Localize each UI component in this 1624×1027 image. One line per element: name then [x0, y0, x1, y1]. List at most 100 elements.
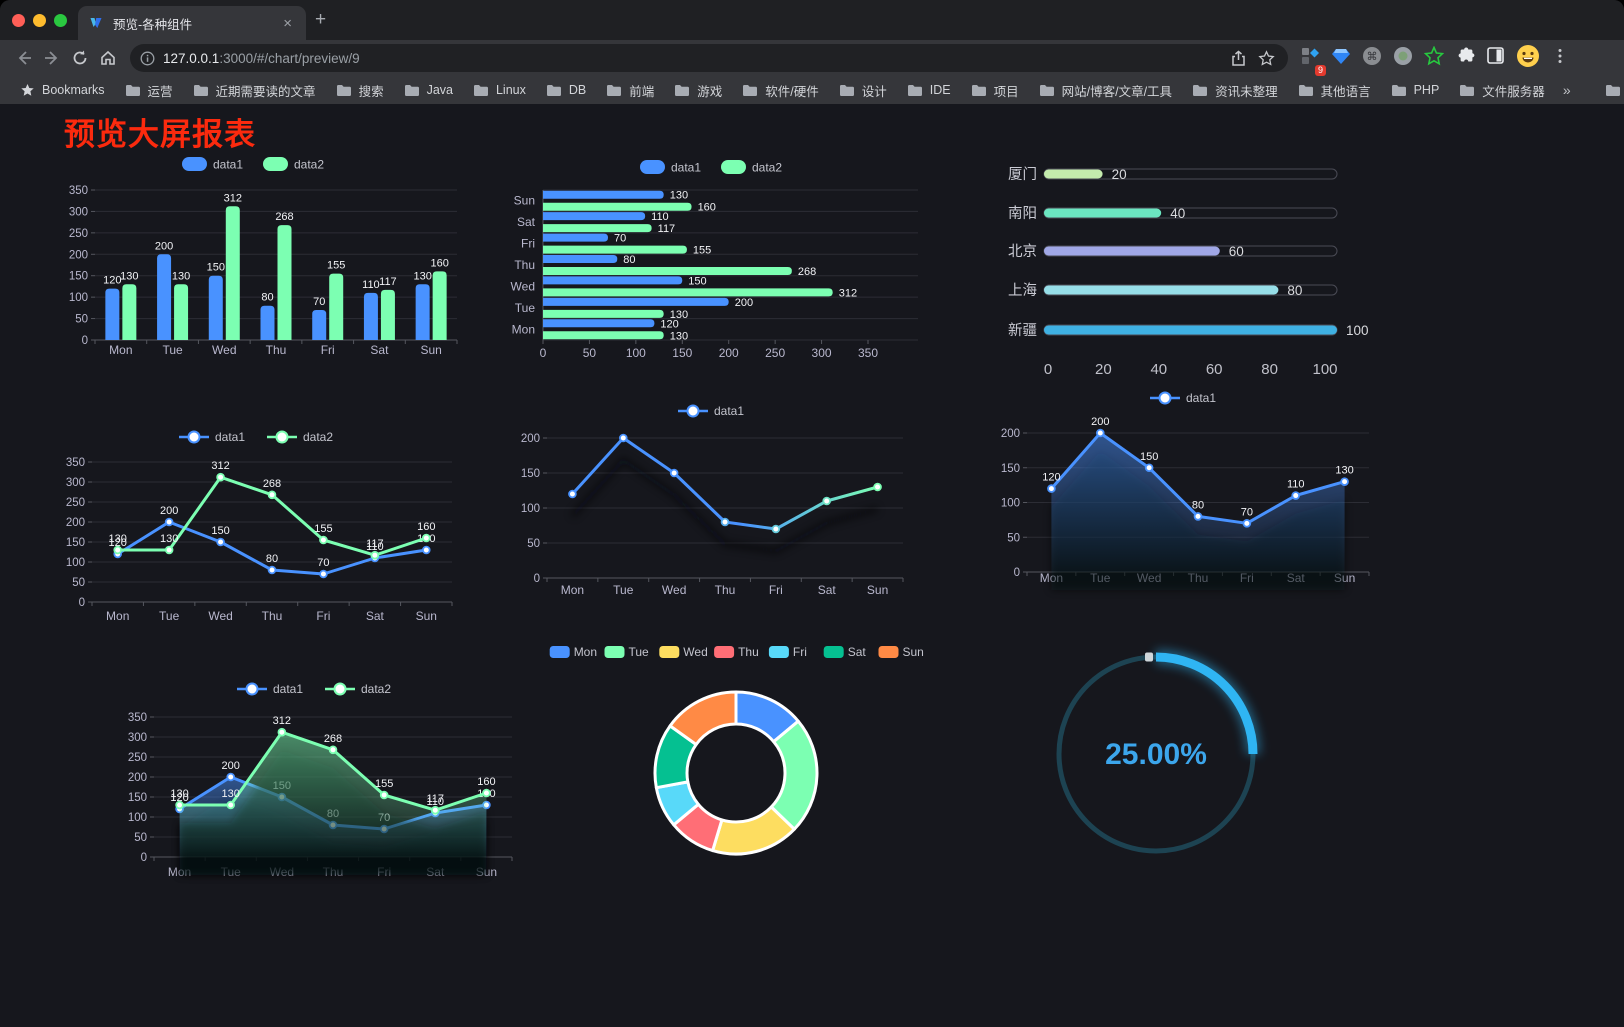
- point-data1-Sun[interactable]: [873, 482, 882, 492]
- bar-data2-Mon[interactable]: [122, 284, 137, 340]
- gauge-chart[interactable]: 25.00%: [1048, 645, 1268, 865]
- point-data2-Thu[interactable]: [267, 490, 277, 500]
- other-bookmarks-item[interactable]: 其他书签: [1597, 78, 1624, 103]
- gradient-line-chart[interactable]: data1 0 50 100 150 200 Mon Tue Wed Thu Fri Sat Sun: [503, 398, 923, 610]
- bar-data1-Fri[interactable]: [312, 310, 327, 340]
- gem-extension-button[interactable]: [1331, 47, 1351, 70]
- point-data1-Sat[interactable]: [1291, 491, 1301, 500]
- point-data1-Wed[interactable]: [669, 468, 679, 478]
- bookmark-folder[interactable]: 近期需要读的文章: [185, 78, 324, 103]
- point-data2-Tue[interactable]: [226, 800, 236, 810]
- legend-item-Sat[interactable]: Sat: [823, 645, 867, 659]
- bookmark-folder[interactable]: DB: [538, 80, 594, 100]
- bookmark-folder[interactable]: PHP: [1383, 80, 1448, 100]
- hbar-data2-Tue[interactable]: [543, 309, 664, 318]
- hbar-data1-Tue[interactable]: [543, 297, 729, 306]
- legend-item-Mon[interactable]: Mon: [549, 645, 597, 659]
- donut-chart[interactable]: Mon Tue Wed Thu Fri Sat Sun: [546, 638, 926, 870]
- hbar-data1-Sat[interactable]: [543, 212, 646, 221]
- point-data2-Sat[interactable]: [370, 550, 380, 560]
- progress-fill-南阳[interactable]: [1044, 208, 1162, 218]
- hbar-data1-Sun[interactable]: [543, 190, 664, 199]
- zoom-window-button[interactable]: [54, 14, 67, 27]
- bar-data2-Fri[interactable]: [329, 273, 344, 340]
- legend-item-Thu[interactable]: Thu: [714, 645, 759, 659]
- progress-fill-新疆[interactable]: [1044, 325, 1337, 335]
- bookmark-folder[interactable]: 项目: [963, 78, 1027, 103]
- legend-item-Sun[interactable]: Sun: [878, 645, 924, 659]
- proxy-extension-button[interactable]: 9: [1300, 46, 1326, 76]
- line-data1[interactable]: [571, 436, 878, 531]
- minimize-window-button[interactable]: [33, 14, 46, 27]
- legend-item-data2[interactable]: data2: [263, 157, 324, 172]
- point-data1-Sat[interactable]: [822, 496, 832, 506]
- horizontal-bar-chart[interactable]: data1 data2 Sun Sat Fri Thu Wed Tue Mon 0 50 100 150…: [503, 152, 923, 367]
- bar-data2-Sun[interactable]: [432, 271, 447, 340]
- bookmark-folder[interactable]: 前端: [598, 78, 662, 103]
- pie-slice-Sun[interactable]: [668, 690, 738, 746]
- hbar-data1-Thu[interactable]: [543, 255, 618, 263]
- point-data1-Fri[interactable]: [1242, 519, 1252, 528]
- bar-data1-Wed[interactable]: [208, 275, 223, 340]
- point-data2-Fri[interactable]: [319, 535, 328, 545]
- bookmark-folder[interactable]: 资讯未整理: [1184, 78, 1286, 103]
- hbar-data2-Sat[interactable]: [543, 224, 652, 233]
- point-data2-Mon[interactable]: [175, 800, 184, 810]
- point-data2-Wed[interactable]: [277, 727, 287, 737]
- site-info-icon[interactable]: [140, 51, 155, 66]
- legend-item-data1[interactable]: data1: [1150, 391, 1216, 405]
- point-data1-Wed[interactable]: [1144, 463, 1154, 473]
- point-data1-Thu[interactable]: [1193, 512, 1203, 521]
- bookmark-folder[interactable]: 设计: [831, 78, 895, 103]
- recorder-extension-button[interactable]: [1393, 46, 1413, 71]
- reading-mode-button[interactable]: [1486, 46, 1505, 70]
- point-data1-Sun[interactable]: [1340, 477, 1349, 486]
- vertical-bar-chart[interactable]: data1 data2 0 50 100 150 200 250 300 350 Mon Tue Wed…: [45, 148, 465, 366]
- legend-item-Wed[interactable]: Wed: [659, 645, 708, 659]
- point-data1-Tue[interactable]: [226, 772, 236, 782]
- point-data2-Wed[interactable]: [216, 472, 225, 482]
- progress-fill-北京[interactable]: [1044, 246, 1220, 256]
- bookmark-folder[interactable]: 搜索: [328, 78, 392, 103]
- hbar-data1-Wed[interactable]: [543, 276, 683, 285]
- dual-line-chart[interactable]: data1 data2 0 50 100 150 200 250 300 350 Mon Tue Wed…: [48, 420, 468, 635]
- point-data1-Tue[interactable]: [164, 517, 174, 527]
- new-tab-button[interactable]: +: [315, 9, 327, 30]
- bar-data2-Thu[interactable]: [277, 225, 292, 340]
- extensions-menu-button[interactable]: [1455, 46, 1475, 71]
- browser-menu-button[interactable]: [1551, 47, 1569, 70]
- point-data1-Wed[interactable]: [216, 537, 225, 547]
- bar-data2-Tue[interactable]: [174, 284, 189, 340]
- bookmark-folder[interactable]: 游戏: [666, 78, 730, 103]
- point-data2-Tue[interactable]: [164, 545, 174, 555]
- point-data1-Tue[interactable]: [1095, 428, 1105, 438]
- progress-fill-上海[interactable]: [1044, 285, 1279, 295]
- legend-item-data1[interactable]: data1: [179, 430, 245, 444]
- bookmark-folder[interactable]: 运营: [117, 78, 181, 103]
- profile-avatar[interactable]: [1516, 44, 1540, 73]
- point-data1-Fri[interactable]: [319, 569, 328, 579]
- reload-button[interactable]: [66, 44, 94, 72]
- hbar-data2-Fri[interactable]: [543, 245, 687, 254]
- hbar-data1-Mon[interactable]: [543, 319, 655, 328]
- close-window-button[interactable]: [12, 14, 25, 27]
- legend-item-data1[interactable]: data1: [640, 160, 701, 175]
- bar-data1-Tue[interactable]: [157, 254, 172, 340]
- legend-item-Fri[interactable]: Fri: [768, 645, 807, 659]
- bookmark-folder[interactable]: 其他语言: [1290, 78, 1379, 103]
- bookmark-folder[interactable]: 网站/博客/文章/工具: [1031, 78, 1180, 103]
- single-area-chart[interactable]: data1050100150200MonTueWedThuFriSatSun12…: [985, 388, 1385, 598]
- point-data2-Sun[interactable]: [482, 788, 491, 798]
- legend-item-data1[interactable]: data1: [678, 404, 744, 418]
- bar-data1-Thu[interactable]: [260, 305, 275, 340]
- tab-close-icon[interactable]: ×: [283, 14, 292, 32]
- legend-item-Tue[interactable]: Tue: [604, 645, 650, 659]
- hbar-data2-Thu[interactable]: [543, 267, 792, 275]
- hbar-data2-Sun[interactable]: [543, 202, 692, 211]
- legend-item-data1[interactable]: data1: [237, 682, 303, 696]
- bar-data2-Wed[interactable]: [225, 206, 240, 340]
- bookmark-folder[interactable]: IDE: [899, 80, 959, 100]
- legend-item-data2[interactable]: data2: [325, 682, 391, 696]
- share-button[interactable]: [1224, 44, 1252, 72]
- back-button[interactable]: [10, 44, 38, 72]
